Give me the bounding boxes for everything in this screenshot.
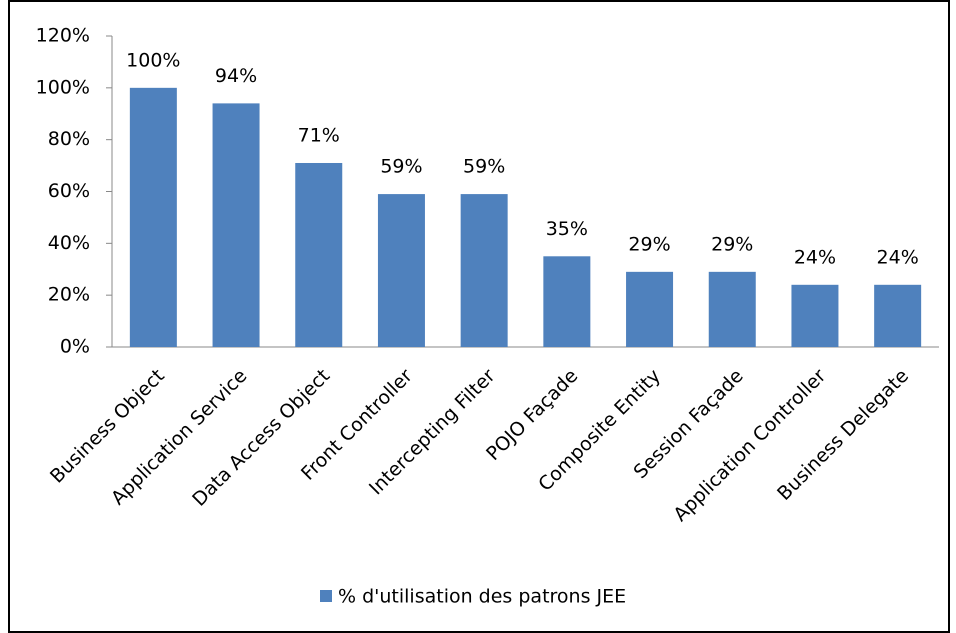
bar bbox=[543, 256, 591, 347]
bar bbox=[212, 103, 260, 347]
data-label: 35% bbox=[546, 218, 588, 240]
bar bbox=[874, 284, 922, 347]
data-label: 24% bbox=[877, 246, 919, 268]
bar bbox=[460, 194, 508, 347]
bar bbox=[626, 271, 674, 347]
y-tick-label: 40% bbox=[48, 232, 90, 254]
data-label: 29% bbox=[711, 233, 753, 255]
data-label: 59% bbox=[463, 156, 505, 178]
y-tick-label: 80% bbox=[48, 128, 90, 150]
y-tick-label: 0% bbox=[60, 336, 90, 358]
bar bbox=[129, 87, 177, 347]
bar bbox=[791, 284, 839, 347]
legend-label: % d'utilisation des patrons JEE bbox=[338, 586, 626, 608]
data-label: 94% bbox=[215, 65, 257, 87]
bar bbox=[377, 194, 425, 347]
y-tick-label: 120% bbox=[36, 25, 90, 47]
data-label: 100% bbox=[126, 49, 180, 71]
data-label: 24% bbox=[794, 246, 836, 268]
y-tick-label: 20% bbox=[48, 284, 90, 306]
bar bbox=[708, 271, 756, 347]
data-label: 71% bbox=[298, 124, 340, 146]
bar bbox=[295, 162, 343, 347]
y-tick-label: 100% bbox=[36, 76, 90, 98]
y-tick-label: 60% bbox=[48, 180, 90, 202]
data-label: 29% bbox=[628, 233, 670, 255]
legend-swatch bbox=[320, 590, 332, 602]
data-label: 59% bbox=[380, 156, 422, 178]
